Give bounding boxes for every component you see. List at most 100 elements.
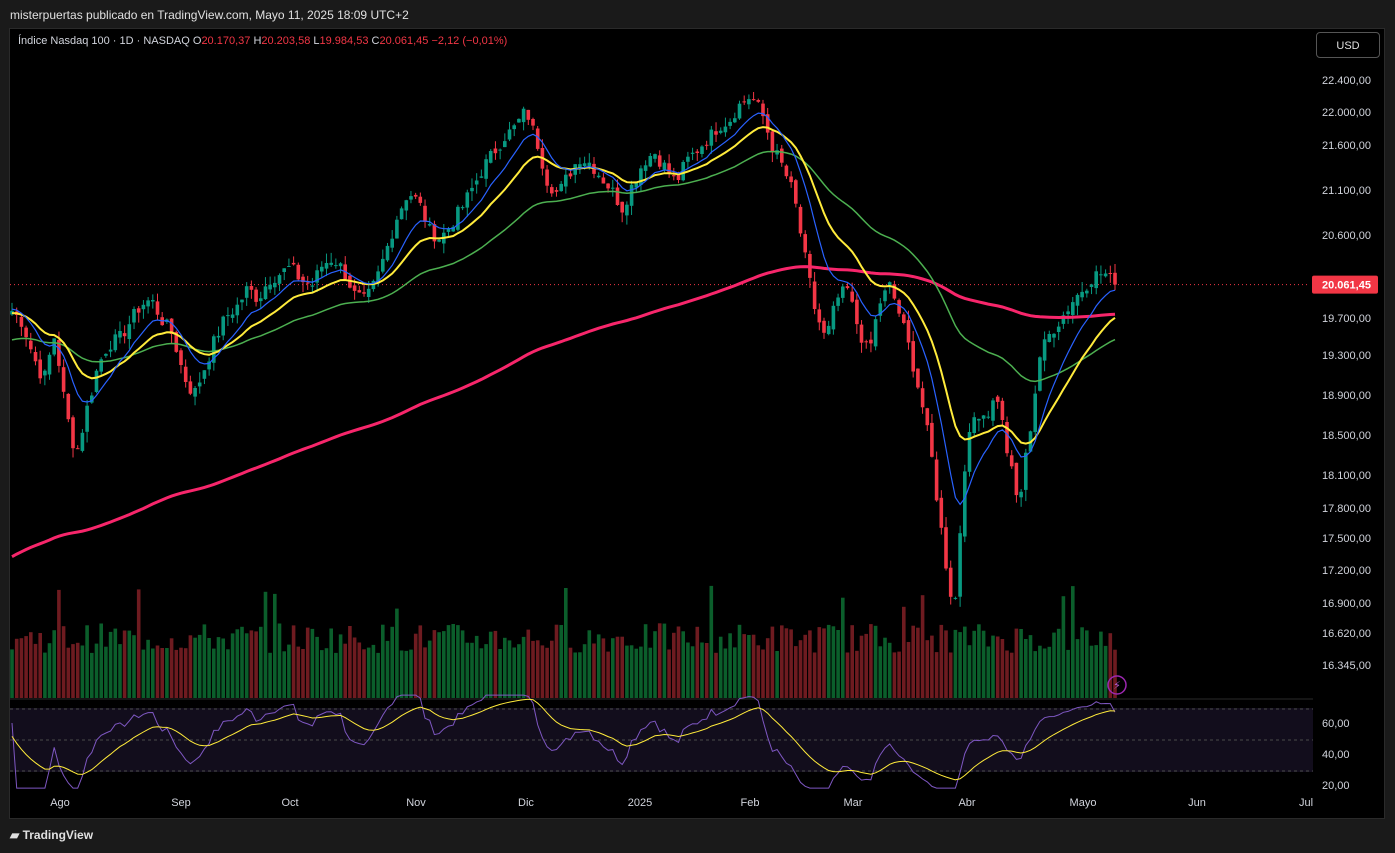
- candle-body: [456, 206, 460, 230]
- volume-bar: [864, 633, 868, 698]
- candle-body: [155, 301, 160, 315]
- candle-body: [521, 108, 526, 123]
- volume-bar: [207, 638, 211, 698]
- volume-bar: [700, 642, 704, 698]
- volume-bar: [479, 648, 484, 698]
- candle: [967, 423, 972, 477]
- volume-bar: [826, 624, 831, 698]
- candle: [127, 315, 132, 349]
- y-tick-label: 21.600,00: [1322, 140, 1371, 152]
- candle: [277, 273, 282, 292]
- candle-body: [718, 130, 723, 133]
- candle-body: [1075, 294, 1080, 306]
- candle: [981, 415, 986, 428]
- candle-body: [535, 128, 540, 149]
- candle-body: [212, 336, 216, 363]
- volume-bar: [136, 589, 141, 698]
- volume-bar: [855, 650, 859, 698]
- candle: [122, 325, 127, 344]
- candle: [47, 352, 52, 380]
- candle-body: [113, 334, 118, 351]
- candle: [761, 99, 765, 125]
- open-label: O: [192, 35, 202, 47]
- currency-button[interactable]: USD: [1316, 32, 1380, 58]
- last-price-label: 20.061,45: [1322, 280, 1371, 292]
- candle: [977, 418, 981, 432]
- volume-bar: [1000, 639, 1005, 698]
- rsi-pane: [10, 708, 1313, 772]
- candle-body: [357, 290, 362, 293]
- volume-bar: [404, 650, 409, 698]
- candle-body: [672, 175, 676, 177]
- candle: [723, 117, 728, 137]
- volume-bar: [282, 651, 286, 698]
- volume-bar: [686, 642, 690, 698]
- volume-bar: [873, 625, 878, 698]
- candle: [1085, 288, 1089, 298]
- y-tick-label: 19.700,00: [1322, 313, 1371, 325]
- volume-bar: [1099, 631, 1103, 698]
- candle: [474, 173, 479, 194]
- candle: [958, 525, 962, 607]
- candle-body: [963, 471, 967, 537]
- candle: [371, 279, 376, 292]
- y-tick-label: 18.900,00: [1322, 390, 1371, 402]
- volume-bar: [648, 647, 653, 698]
- volume-bar: [38, 633, 42, 698]
- candle-body: [207, 361, 211, 370]
- candle: [488, 149, 493, 164]
- candle: [700, 145, 704, 158]
- candle: [751, 91, 756, 101]
- candle-body: [460, 207, 465, 209]
- volume-bar: [118, 644, 122, 698]
- volume-bar: [1066, 649, 1070, 698]
- volume-bar: [564, 588, 568, 698]
- candle-body: [395, 219, 399, 239]
- volume-bar: [1028, 635, 1033, 698]
- candle: [803, 230, 807, 259]
- candle: [531, 117, 535, 131]
- candle: [836, 293, 840, 312]
- candle: [43, 369, 47, 386]
- volume-bar: [94, 643, 99, 698]
- candle-body: [127, 324, 132, 339]
- candle-body: [596, 175, 601, 178]
- volume-bar: [1052, 632, 1056, 698]
- volume-bar: [104, 646, 108, 698]
- candle: [1094, 265, 1098, 295]
- candle: [780, 144, 784, 167]
- candle: [653, 153, 657, 163]
- candle-body: [310, 285, 315, 287]
- candle: [324, 253, 329, 277]
- candle: [479, 169, 484, 179]
- ema-long-line: [11, 265, 1116, 559]
- volume-bar: [216, 637, 221, 698]
- candle-body: [320, 266, 324, 272]
- candle-body: [667, 163, 671, 174]
- volume-bar: [878, 646, 883, 698]
- candle: [578, 157, 582, 174]
- volume-bar: [859, 635, 864, 698]
- candle: [611, 179, 615, 197]
- tradingview-logo[interactable]: ▰ TradingView: [10, 828, 93, 842]
- candle-body: [324, 263, 329, 269]
- candle: [822, 317, 826, 339]
- volume-bar: [61, 626, 66, 698]
- candle-body: [944, 527, 948, 569]
- volume-bar: [1061, 596, 1066, 698]
- candle-body: [1005, 422, 1009, 454]
- candle-body: [911, 341, 915, 372]
- candle-body: [268, 284, 272, 290]
- candle: [1080, 282, 1084, 302]
- candle: [230, 308, 235, 323]
- candle: [629, 180, 634, 215]
- volume-bar: [681, 631, 685, 698]
- candle: [869, 331, 873, 353]
- candle-body: [221, 316, 225, 336]
- lightning-icon: [1107, 675, 1127, 695]
- candle-body: [883, 290, 887, 302]
- candle-body: [57, 340, 61, 366]
- candle-body: [329, 262, 333, 265]
- candle: [1014, 462, 1019, 503]
